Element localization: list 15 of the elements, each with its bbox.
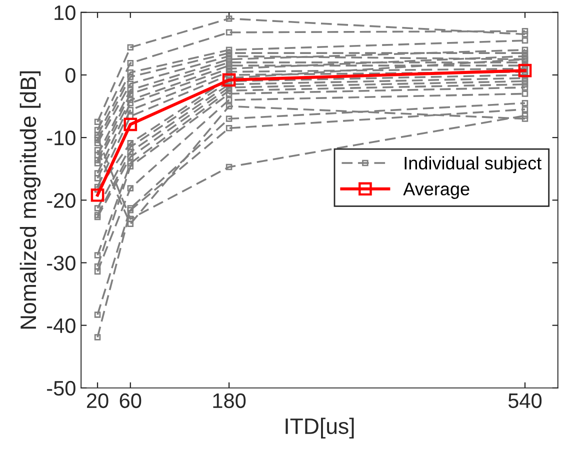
y-tick-label: 10: [54, 5, 76, 20]
x-tick-label: 20: [86, 393, 108, 408]
y-tick-label: -30: [47, 256, 76, 270]
y-axis-title: Nomalized magnitude [dB]: [20, 71, 41, 329]
legend-label: Average: [403, 182, 470, 199]
y-tick-label: -20: [47, 193, 76, 208]
y-tick-label: 0: [65, 68, 76, 83]
y-tick-label: -10: [47, 130, 76, 146]
x-axis-title: ITD[us]: [286, 418, 354, 438]
x-tick-label: 540: [508, 393, 542, 408]
y-tick-label: -50: [47, 380, 76, 396]
y-tick-label: -40: [47, 318, 76, 334]
x-tick-label: 60: [120, 393, 142, 408]
legend-label: Individual subject: [404, 156, 542, 174]
x-tick-label: 180: [213, 393, 246, 408]
